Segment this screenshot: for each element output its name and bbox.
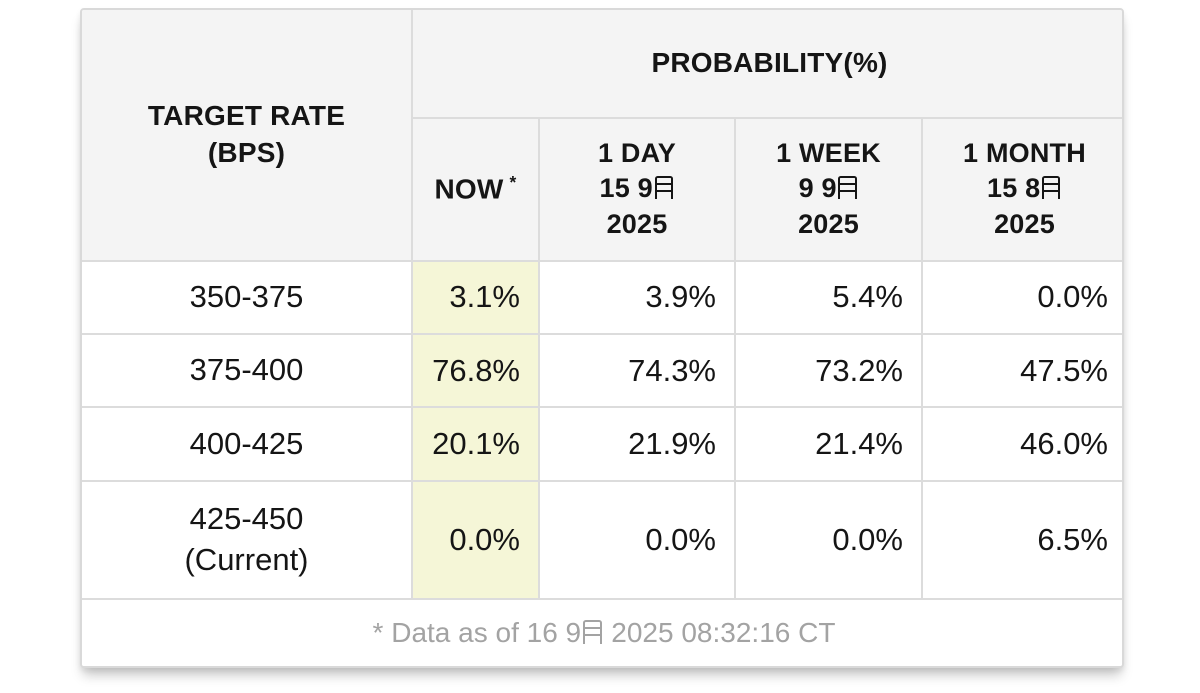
now-value-cell: 0.0% <box>411 479 540 600</box>
table-row: 375-400 76.8% 74.3% 73.2% 47.5% <box>82 332 1122 409</box>
week-value-cell: 73.2% <box>734 332 923 409</box>
target-rate-line1: TARGET RATE <box>147 99 346 131</box>
rate-label-cell: 350-375 <box>82 259 413 335</box>
period-label: 1 WEEK <box>776 137 881 168</box>
day-value-cell: 3.9% <box>538 259 736 335</box>
header-now: NOW * <box>412 116 540 262</box>
month-cjk-glyph <box>838 176 857 200</box>
week-value-cell: 5.4% <box>734 259 923 335</box>
now-value-cell: 20.1% <box>411 406 540 482</box>
period-label: 1 DAY <box>597 137 677 168</box>
month-value-cell: 6.5% <box>921 479 1122 600</box>
period-date: 15 9 <box>540 171 734 207</box>
rate-probability-card: TARGET RATE (BPS) PROBABILITY(%) NOW * 1 … <box>80 8 1124 668</box>
header-1-week: 1 WEEK 9 9 2025 <box>734 116 923 262</box>
rate-label-cell: 375-400 <box>82 332 413 409</box>
table-row: 350-375 3.1% 3.9% 5.4% 0.0% <box>82 259 1122 335</box>
probability-table: TARGET RATE (BPS) PROBABILITY(%) NOW * 1 … <box>82 10 1122 666</box>
rate-label-line1: 425-450 <box>189 501 304 537</box>
table-row: 400-425 20.1% 21.9% 21.4% 46.0% <box>82 406 1122 482</box>
now-label: NOW <box>434 172 504 204</box>
week-value-cell: 0.0% <box>734 479 923 600</box>
day-value-cell: 74.3% <box>538 332 736 409</box>
table-row: 425-450 (Current) 0.0% 0.0% 0.0% 6.5% <box>82 479 1122 600</box>
now-value-cell: 76.8% <box>411 332 540 409</box>
header-probability: PROBABILITY(%) <box>411 10 1122 119</box>
month-value-cell: 0.0% <box>921 259 1122 335</box>
month-value-cell: 47.5% <box>921 332 1122 409</box>
now-asterisk: * <box>509 171 517 192</box>
now-value-cell: 3.1% <box>411 259 540 335</box>
data-as-of-note: * Data as of 16 9 2025 08:32:16 CT <box>82 597 1122 666</box>
probability-title: PROBABILITY(%) <box>651 47 888 78</box>
target-rate-line2: (BPS) <box>207 136 286 168</box>
day-value-cell: 21.9% <box>538 406 736 482</box>
period-year: 2025 <box>606 209 668 240</box>
rate-label-cell: 425-450 (Current) <box>82 479 413 600</box>
rate-label-cell: 400-425 <box>82 406 413 482</box>
month-cjk-glyph <box>654 176 673 200</box>
week-value-cell: 21.4% <box>734 406 923 482</box>
header-target-rate: TARGET RATE (BPS) <box>82 10 413 262</box>
period-label: 1 MONTH <box>963 137 1086 168</box>
period-date: 15 8 <box>923 171 1122 207</box>
month-cjk-glyph <box>1042 176 1061 200</box>
header-1-day: 1 DAY 15 9 2025 <box>538 116 736 262</box>
month-cjk-glyph <box>582 620 602 644</box>
rate-label-line2: (Current) <box>184 541 309 577</box>
day-value-cell: 0.0% <box>538 479 736 600</box>
period-year: 2025 <box>798 209 859 240</box>
period-date: 9 9 <box>736 171 921 207</box>
period-year: 2025 <box>994 209 1055 240</box>
month-value-cell: 46.0% <box>921 406 1122 482</box>
header-1-month: 1 MONTH 15 8 2025 <box>921 116 1122 262</box>
